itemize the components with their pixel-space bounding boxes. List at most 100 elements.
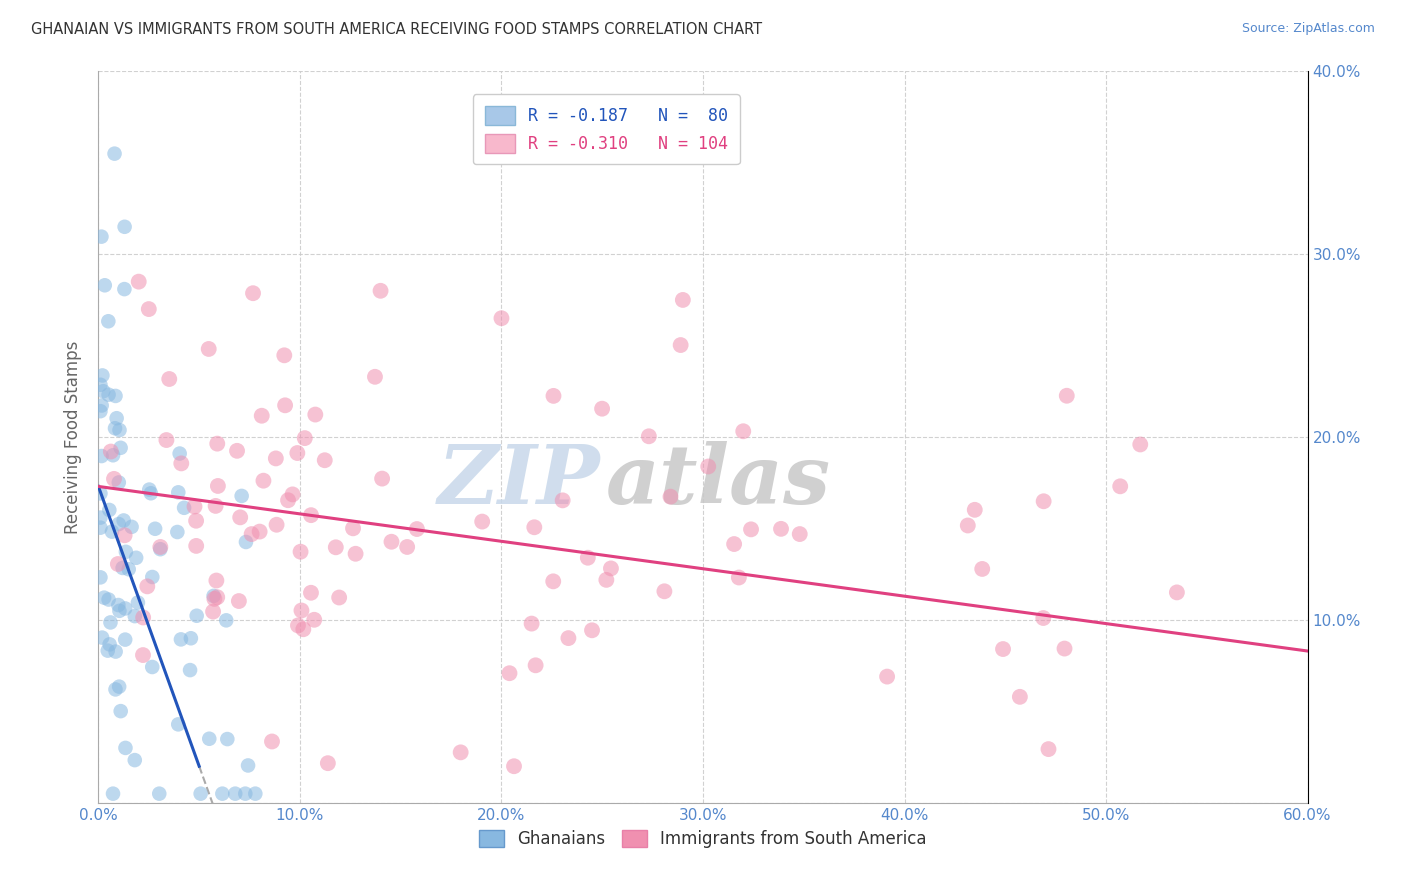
Point bbox=[202, 605, 225, 619]
Point bbox=[264, 451, 287, 466]
Point bbox=[325, 541, 347, 555]
Point bbox=[166, 524, 188, 539]
Point bbox=[956, 518, 979, 533]
Point bbox=[108, 423, 131, 437]
Point bbox=[91, 384, 114, 399]
Point bbox=[471, 515, 494, 529]
Point bbox=[281, 487, 304, 501]
Point bbox=[101, 524, 124, 539]
Point bbox=[217, 732, 239, 747]
Point bbox=[498, 666, 520, 681]
Point bbox=[98, 637, 121, 651]
Point bbox=[138, 483, 160, 497]
Point bbox=[380, 534, 402, 549]
Point bbox=[302, 613, 325, 627]
Text: Source: ZipAtlas.com: Source: ZipAtlas.com bbox=[1241, 22, 1375, 36]
Point bbox=[1008, 690, 1031, 704]
Point bbox=[141, 570, 163, 584]
Point bbox=[110, 441, 132, 455]
Point bbox=[127, 596, 149, 610]
Point bbox=[541, 574, 564, 589]
Point bbox=[215, 613, 238, 627]
Point bbox=[167, 717, 190, 731]
Point bbox=[242, 286, 264, 301]
Point bbox=[250, 409, 273, 423]
Point bbox=[97, 314, 120, 328]
Point bbox=[101, 787, 124, 801]
Point bbox=[89, 521, 111, 535]
Point bbox=[167, 485, 190, 500]
Text: GHANAIAN VS IMMIGRANTS FROM SOUTH AMERICA RECEIVING FOOD STAMPS CORRELATION CHAR: GHANAIAN VS IMMIGRANTS FROM SOUTH AMERIC… bbox=[31, 22, 762, 37]
Point bbox=[231, 489, 253, 503]
Point bbox=[173, 500, 195, 515]
Point bbox=[520, 616, 543, 631]
Point bbox=[97, 387, 120, 401]
Point bbox=[285, 446, 308, 460]
Point bbox=[1109, 479, 1132, 493]
Point bbox=[371, 472, 394, 486]
Point bbox=[290, 545, 312, 559]
Point bbox=[224, 787, 246, 801]
Point bbox=[228, 594, 250, 608]
Point bbox=[103, 146, 125, 161]
Point bbox=[491, 311, 513, 326]
Text: atlas: atlas bbox=[606, 441, 831, 521]
Point bbox=[138, 301, 160, 317]
Point bbox=[638, 429, 661, 443]
Point bbox=[274, 398, 297, 412]
Point bbox=[769, 522, 792, 536]
Point bbox=[89, 404, 111, 418]
Point bbox=[1129, 437, 1152, 451]
Point bbox=[103, 472, 125, 486]
Point bbox=[543, 389, 565, 403]
Point bbox=[198, 731, 221, 746]
Point bbox=[179, 663, 201, 677]
Point bbox=[108, 604, 131, 618]
Point bbox=[204, 499, 226, 513]
Point bbox=[114, 528, 136, 542]
Point bbox=[186, 608, 208, 623]
Point bbox=[207, 591, 229, 605]
Point bbox=[125, 550, 148, 565]
Point bbox=[89, 377, 111, 392]
Point bbox=[104, 421, 127, 435]
Point bbox=[240, 527, 263, 541]
Point bbox=[972, 562, 994, 576]
Point bbox=[132, 610, 155, 624]
Point bbox=[205, 574, 228, 588]
Point bbox=[697, 459, 720, 474]
Point bbox=[733, 424, 755, 438]
Point bbox=[89, 510, 111, 524]
Point bbox=[450, 745, 472, 759]
Point bbox=[107, 557, 129, 571]
Point bbox=[186, 539, 208, 553]
Point bbox=[90, 449, 112, 463]
Point bbox=[143, 522, 166, 536]
Point bbox=[1053, 641, 1076, 656]
Point bbox=[1032, 611, 1054, 625]
Point bbox=[105, 411, 128, 425]
Point bbox=[91, 368, 114, 383]
Point bbox=[141, 660, 163, 674]
Point bbox=[328, 591, 350, 605]
Point bbox=[100, 444, 122, 458]
Point bbox=[98, 503, 121, 517]
Point bbox=[149, 542, 172, 557]
Point bbox=[294, 431, 316, 445]
Point bbox=[229, 510, 252, 524]
Text: ZIP: ZIP bbox=[437, 441, 600, 521]
Point bbox=[90, 229, 112, 244]
Point bbox=[396, 540, 419, 554]
Point bbox=[112, 513, 135, 527]
Point bbox=[149, 540, 172, 554]
Legend: Ghanaians, Immigrants from South America: Ghanaians, Immigrants from South America bbox=[471, 822, 935, 856]
Point bbox=[136, 579, 159, 593]
Point bbox=[290, 603, 312, 617]
Point bbox=[100, 615, 122, 630]
Point bbox=[963, 503, 986, 517]
Point bbox=[211, 787, 233, 801]
Point bbox=[107, 598, 129, 612]
Point bbox=[672, 293, 695, 307]
Point bbox=[121, 520, 143, 534]
Point bbox=[364, 369, 387, 384]
